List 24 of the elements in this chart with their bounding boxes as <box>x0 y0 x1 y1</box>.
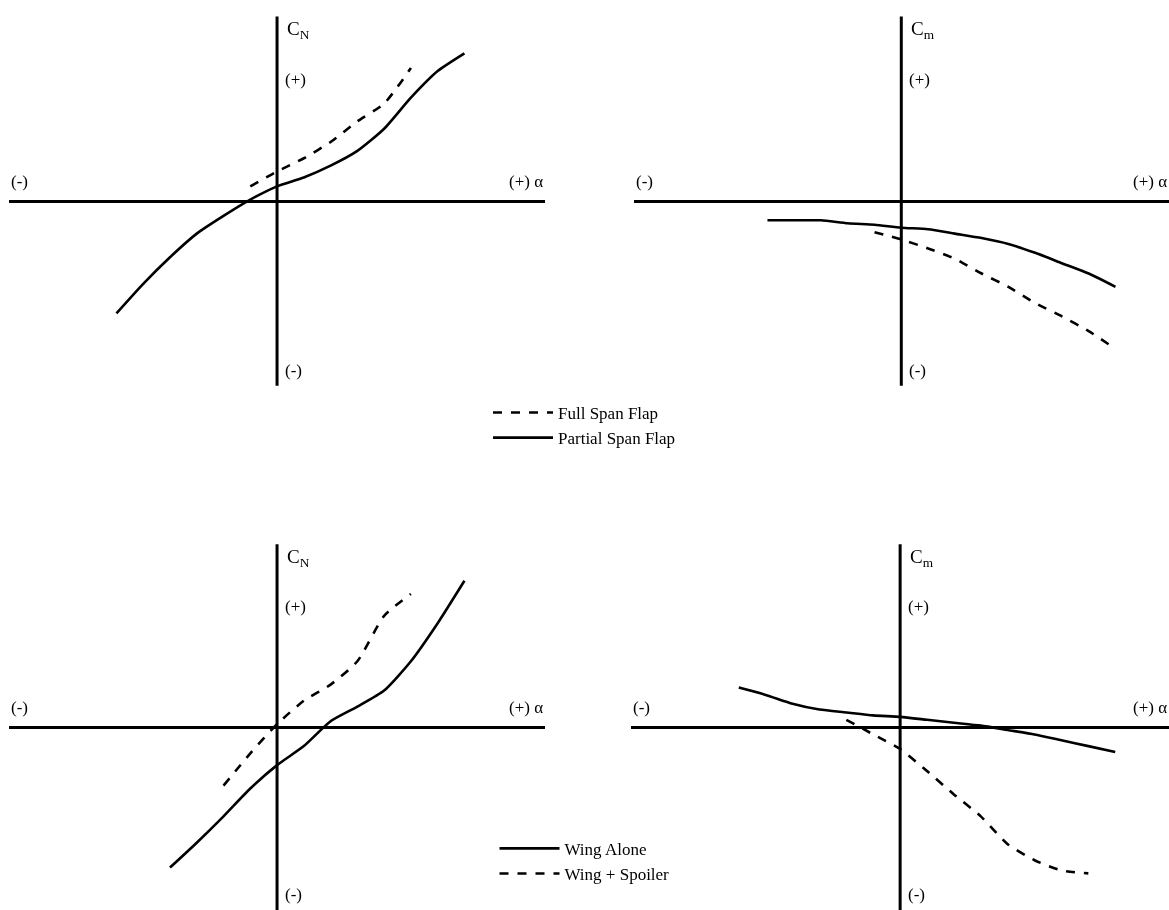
annotation: (-) <box>11 172 28 191</box>
text: (+) <box>908 597 929 616</box>
x-axis-title: (+) α <box>1133 698 1168 717</box>
legend-label: Wing Alone <box>564 839 647 859</box>
y-axis-title: C$_{m}$ <box>910 546 934 570</box>
annotation: (+) <box>285 597 306 616</box>
y-axis-title: C$_{m}$ <box>911 18 935 42</box>
y-axis-title: C$_{N}$ <box>287 18 310 42</box>
x-axis-title: (+) α <box>509 172 544 191</box>
x-axis-title: (+) α <box>1133 172 1168 191</box>
annotation: (-) <box>633 698 650 717</box>
text: (-) <box>285 361 302 380</box>
text: (-) <box>908 885 925 904</box>
legend-label: Full Span Flap <box>558 404 659 424</box>
x-axis-title: (+) α <box>509 698 544 717</box>
legend-label: Partial Span Flap <box>558 429 676 449</box>
annotation: (+) <box>285 70 306 89</box>
legend-label: Wing + Spoiler <box>564 865 670 885</box>
text: (-) <box>909 361 926 380</box>
y-axis-title: C$_{N}$ <box>287 546 310 570</box>
annotation: (-) <box>11 698 28 717</box>
text: (-) <box>285 885 302 904</box>
text: (+) <box>909 70 930 89</box>
text: (-) <box>636 172 653 191</box>
